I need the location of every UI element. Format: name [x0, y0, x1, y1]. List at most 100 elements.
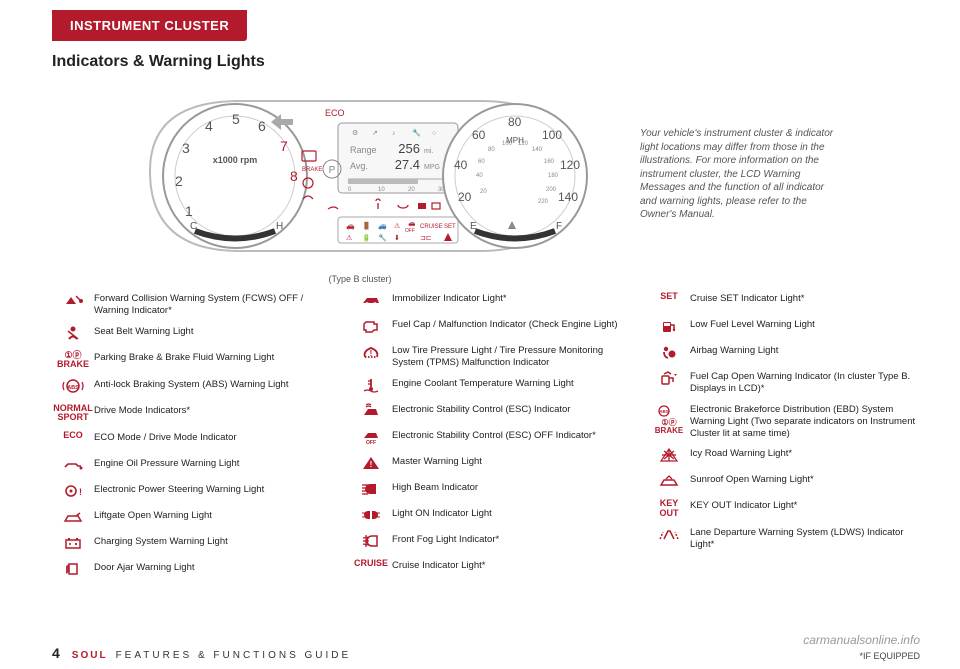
battery-icon [52, 535, 94, 551]
cluster-caption: (Type B cluster) [120, 274, 600, 284]
legend-text: Electronic Power Steering Warning Light [94, 483, 324, 496]
svg-text:🚪: 🚪 [362, 221, 371, 230]
lighton-icon [350, 507, 392, 523]
legend-text: Fuel Cap Open Warning Indicator (In clus… [690, 370, 920, 395]
svg-text:E: E [470, 221, 477, 232]
oil-icon [52, 457, 94, 473]
legend-col-1: Forward Collision Warning System (FCWS) … [52, 292, 324, 587]
legend-text: Low Tire Pressure Light / Tire Pressure … [392, 344, 622, 369]
svg-text:♪: ♪ [392, 130, 396, 137]
svg-text:40: 40 [476, 173, 483, 179]
page-footer: 4 SOUL FEATURES & FUNCTIONS GUIDE [0, 645, 960, 661]
legend-text: Liftgate Open Warning Light [94, 509, 324, 522]
svg-text:6: 6 [258, 118, 266, 134]
svg-text:160: 160 [544, 159, 555, 165]
svg-text:⬇: ⬇ [394, 234, 400, 242]
legend-col-2: Immobilizer Indicator Light*Fuel Cap / M… [350, 292, 622, 587]
legend-row: CRUISECruise Indicator Light* [350, 559, 622, 577]
svg-text:⚠: ⚠ [394, 222, 400, 230]
instrument-cluster-illustration: x1000 rpm 1 2 3 4 5 6 7 8 C H BRAKE ECO … [120, 81, 600, 271]
svg-text:20: 20 [458, 190, 472, 204]
legend-row: Immobilizer Indicator Light* [350, 292, 622, 310]
text-icon: ECO [52, 431, 94, 440]
svg-text:100: 100 [542, 128, 562, 142]
legend-row: Front Fog Light Indicator* [350, 533, 622, 551]
svg-text:OFF: OFF [405, 228, 415, 234]
svg-text:↗: ↗ [372, 130, 378, 137]
svg-text:🚙: 🚙 [378, 223, 387, 230]
legend-text: Charging System Warning Light [94, 535, 324, 548]
svg-text:SET: SET [444, 224, 456, 230]
svg-text:140: 140 [532, 147, 543, 153]
svg-text:200: 200 [546, 187, 557, 193]
legend-row: ECOECO Mode / Drive Mode Indicator [52, 431, 324, 449]
legend-text: Engine Oil Pressure Warning Light [94, 457, 324, 470]
legend-text: Low Fuel Level Warning Light [690, 318, 920, 331]
svg-text:140: 140 [558, 190, 578, 204]
indicator-legend: Forward Collision Warning System (FCWS) … [52, 292, 920, 587]
legend-text: ECO Mode / Drive Mode Indicator [94, 431, 324, 444]
ldws-icon [648, 526, 690, 542]
cluster-row: x1000 rpm 1 2 3 4 5 6 7 8 C H BRAKE ECO … [0, 77, 960, 271]
svg-text:P: P [329, 165, 336, 176]
if-equipped-note: *IF EQUIPPED [859, 651, 920, 661]
svg-text:🚗: 🚗 [408, 221, 416, 227]
svg-text:4: 4 [205, 118, 213, 134]
legend-text: Cruise SET Indicator Light* [690, 292, 920, 305]
svg-text:BRAKE: BRAKE [302, 167, 322, 173]
text-icon: CRUISE [350, 559, 392, 568]
svg-text:120: 120 [560, 158, 580, 172]
legend-row: Door Ajar Warning Light [52, 561, 324, 579]
svg-text:10: 10 [378, 187, 385, 193]
legend-row: Lane Departure Warning System (LDWS) Ind… [648, 526, 920, 551]
icy-icon [648, 447, 690, 463]
svg-text:Avg.: Avg. [350, 161, 368, 171]
temp-icon [350, 377, 392, 393]
svg-text:8: 8 [290, 168, 298, 184]
steer-icon: ! [52, 483, 94, 499]
legend-row: Light ON Indicator Light [350, 507, 622, 525]
liftgate-icon [52, 509, 94, 525]
svg-text:60: 60 [478, 159, 485, 165]
text-icon: NORMAL SPORT [52, 404, 94, 423]
legend-row: ! Electronic Power Steering Warning Light [52, 483, 324, 501]
legend-text: Electronic Stability Control (ESC) OFF I… [392, 429, 622, 442]
legend-row: ABSAnti-lock Braking System (ABS) Warnin… [52, 378, 324, 396]
legend-row: NORMAL SPORTDrive Mode Indicators* [52, 404, 324, 423]
svg-text:80: 80 [508, 115, 522, 129]
legend-col-3: SETCruise SET Indicator Light* Low Fuel L… [648, 292, 920, 587]
svg-text:20: 20 [480, 189, 487, 195]
legend-text: Drive Mode Indicators* [94, 404, 324, 417]
legend-row: Forward Collision Warning System (FCWS) … [52, 292, 324, 317]
legend-text: Electronic Stability Control (ESC) Indic… [392, 403, 622, 416]
ebd-icon: ABS①ⓟ BRAKE [648, 403, 690, 436]
legend-text: Door Ajar Warning Light [94, 561, 324, 574]
legend-row: Sunroof Open Warning Light* [648, 473, 920, 491]
svg-text:3: 3 [182, 140, 190, 156]
svg-text:!: ! [79, 487, 82, 497]
brand-name: SOUL [72, 650, 108, 661]
legend-text: KEY OUT Indicator Light* [690, 499, 920, 512]
legend-row: KEY OUTKEY OUT Indicator Light* [648, 499, 920, 518]
svg-text:100: 100 [502, 141, 513, 147]
svg-text:20: 20 [408, 187, 415, 193]
svg-text:!: ! [370, 460, 373, 469]
door-icon [52, 561, 94, 577]
legend-row: !Master Warning Light [350, 455, 622, 473]
sunroof-icon [648, 473, 690, 489]
svg-text:⚙: ⚙ [352, 129, 358, 137]
legend-text: Engine Coolant Temperature Warning Light [392, 377, 622, 390]
text-icon: KEY OUT [648, 499, 690, 518]
legend-row: Electronic Stability Control (ESC) Indic… [350, 403, 622, 421]
svg-text:CRUISE: CRUISE [420, 224, 443, 230]
svg-text:F: F [556, 221, 562, 232]
esc-icon [350, 403, 392, 419]
immob-icon [350, 292, 392, 308]
svg-text:256: 256 [398, 141, 420, 156]
legend-text: High Beam Indicator [392, 481, 622, 494]
svg-text:60: 60 [472, 128, 486, 142]
watermark: carmanualsonline.info [803, 633, 920, 647]
legend-row: OFFElectronic Stability Control (ESC) OF… [350, 429, 622, 447]
legend-row: SETCruise SET Indicator Light* [648, 292, 920, 310]
svg-text:ABS: ABS [67, 385, 79, 391]
